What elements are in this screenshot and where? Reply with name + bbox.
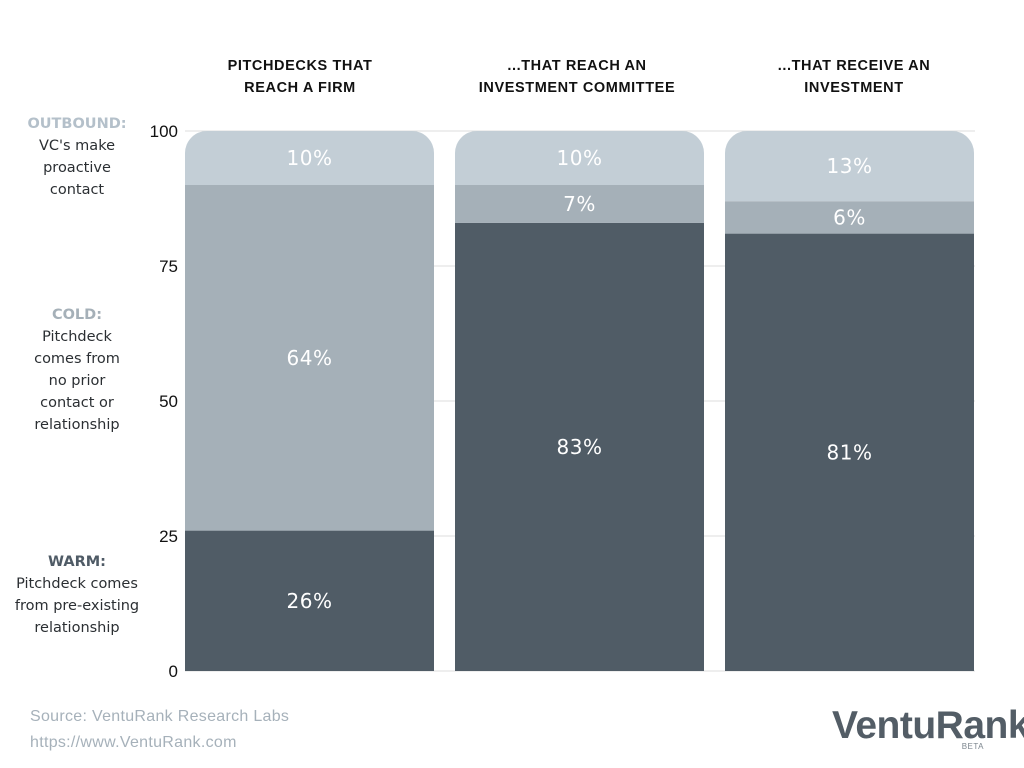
stacked-bar-column (725, 131, 974, 671)
data-label: 26% (287, 589, 333, 613)
column-header-line: INVESTMENT (804, 80, 904, 96)
y-tick-label: 0 (169, 662, 178, 681)
column-header-line: ...THAT REACH AN (507, 58, 647, 74)
data-label: 64% (287, 346, 333, 370)
venturank-logo: VentuRank BETA (832, 698, 1024, 758)
y-tick-label: 25 (159, 527, 178, 546)
data-label: 13% (827, 154, 873, 178)
data-label: 81% (827, 440, 873, 464)
legend-warm: WARM: Pitchdeck comes from pre-existing … (8, 551, 146, 639)
data-label: 6% (833, 205, 866, 229)
column-header-line: ...THAT RECEIVE AN (777, 58, 931, 74)
legend-line: from pre-existing (14, 598, 140, 614)
bar-segment-warm (725, 233, 974, 671)
bars-layer (185, 131, 974, 671)
bar-segment-outbound (185, 131, 434, 185)
legend-title: OUTBOUND: (27, 116, 127, 132)
data-label: 10% (557, 146, 603, 170)
bar-segment-outbound (725, 131, 974, 202)
logo-wordmark: VentuRank (832, 704, 1024, 747)
legend-line: contact (49, 182, 105, 198)
legend-line: Pitchdeck comes (16, 576, 138, 592)
data-label: 10% (287, 146, 333, 170)
column-header-line: REACH A FIRM (244, 80, 356, 96)
column-header-line: PITCHDECKS THAT (227, 58, 373, 74)
y-tick-label: 75 (159, 257, 178, 276)
source-url: https://www.VentuRank.com (30, 734, 237, 751)
legend-line: Pitchdeck (42, 329, 112, 345)
column-header-receive-investment: ...THAT RECEIVE AN INVESTMENT (729, 55, 979, 99)
legend-cold: COLD: Pitchdeck comes from no prior cont… (8, 304, 146, 436)
legend-title: WARM: (48, 554, 106, 570)
data-labels-layer: 26% 64% 10% 83% 7% 10% 81% 6% 13% (287, 146, 873, 613)
legend-line: comes from (34, 351, 120, 367)
legend-line: relationship (34, 620, 120, 636)
bar-segment-warm (185, 530, 434, 671)
legend-line: VC's make (38, 138, 115, 154)
bar-segment-cold (725, 201, 974, 234)
y-tick-label: 50 (159, 392, 178, 411)
column-header-investment-committee: ...THAT REACH AN INVESTMENT COMMITTEE (452, 55, 702, 99)
legend-line: contact or (40, 395, 114, 411)
data-label: 7% (563, 192, 596, 216)
data-label: 83% (557, 435, 603, 459)
bar-segment-warm (455, 222, 704, 671)
legend-line: relationship (34, 417, 120, 433)
stacked-bar-column (455, 131, 704, 671)
legend-line: proactive (43, 160, 111, 176)
bar-segment-outbound (455, 131, 704, 185)
column-header-reach-firm: PITCHDECKS THAT REACH A FIRM (175, 55, 425, 99)
legend-line: no prior (48, 373, 106, 389)
y-tick-label: 100 (150, 122, 178, 141)
bar-segment-cold (185, 185, 434, 531)
stacked-bar-column (185, 131, 434, 671)
legend-title: COLD: (51, 307, 103, 323)
bar-segment-cold (455, 185, 704, 223)
y-axis-ticks: 0 25 50 75 100 (150, 122, 178, 681)
beta-badge: BETA (961, 742, 984, 751)
legend-outbound: OUTBOUND: VC's make proactive contact (8, 113, 146, 201)
column-header-line: INVESTMENT COMMITTEE (478, 80, 676, 96)
source-text: Source: VentuRank Research Labs (30, 708, 290, 725)
